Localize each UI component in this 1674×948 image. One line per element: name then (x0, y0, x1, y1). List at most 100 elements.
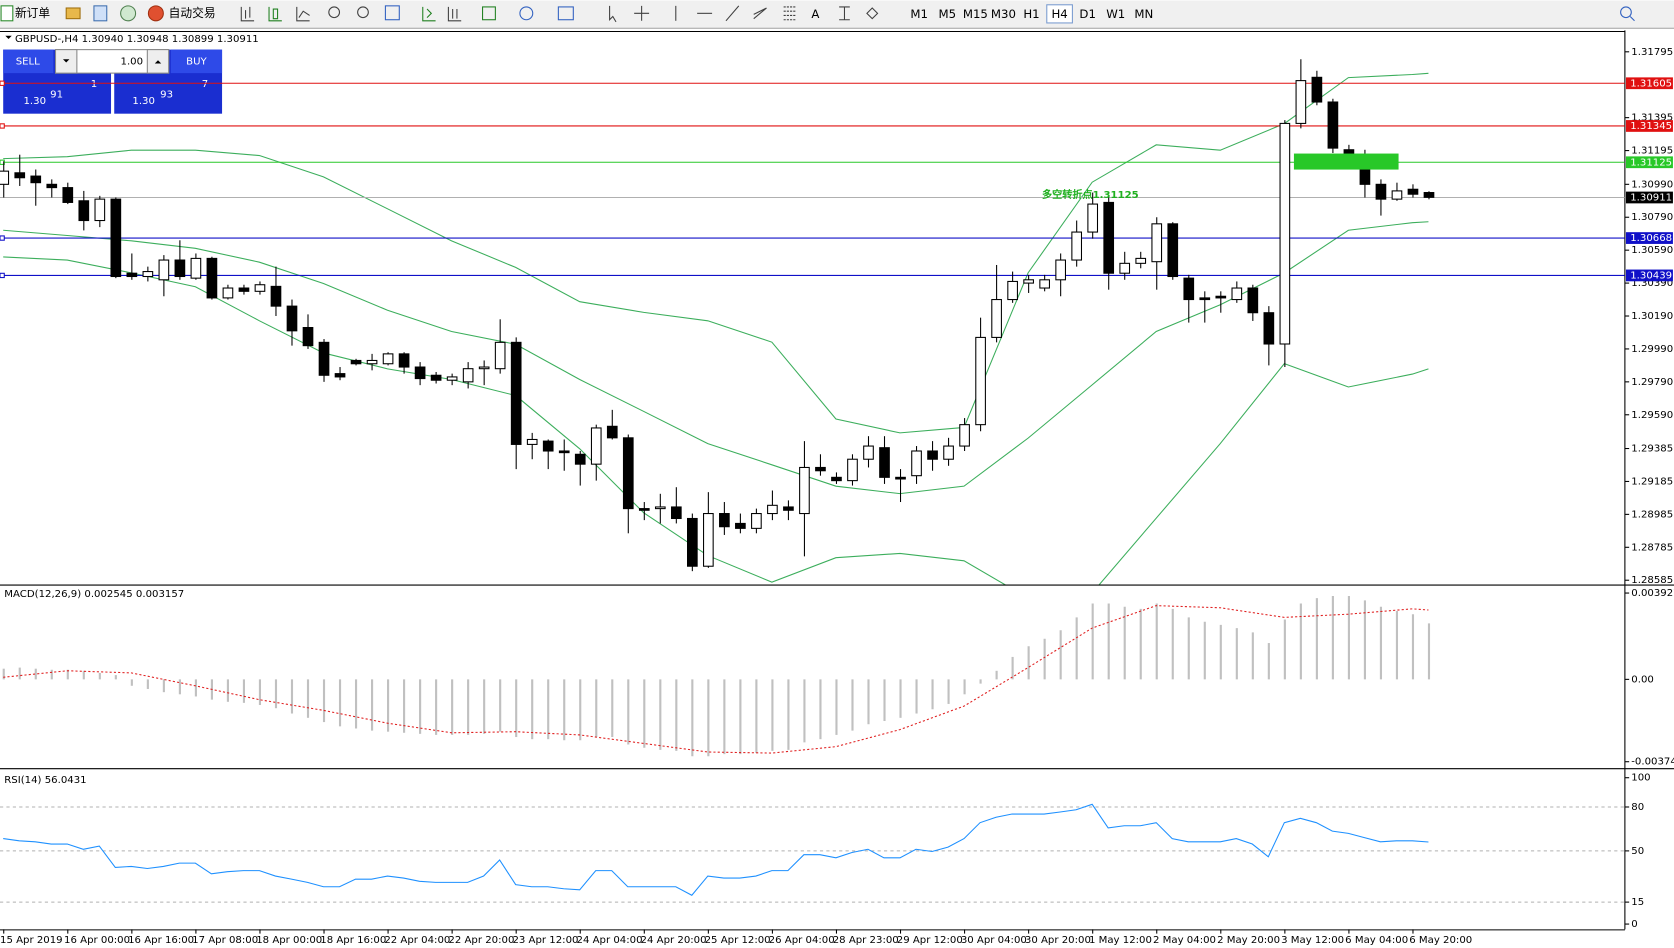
icon[interactable] (447, 6, 462, 22)
new-order-button[interactable]: 新订单 (0, 5, 50, 22)
y-tick-label: 100 (1631, 773, 1650, 784)
y-tick-label: 1.30990 (1631, 179, 1673, 190)
icon[interactable] (422, 6, 436, 22)
text-tool[interactable]: A (811, 7, 819, 21)
icon[interactable] (384, 5, 400, 21)
icon[interactable] (1629, 16, 1635, 22)
icon[interactable] (557, 6, 574, 21)
icon[interactable] (328, 6, 341, 19)
auto-trade-label: 自动交易 (169, 6, 216, 20)
timeframe-button[interactable]: M5 (938, 7, 956, 21)
x-tick-label: 15 Apr 2019 (0, 935, 63, 946)
icon[interactable] (866, 7, 879, 20)
candle-body (1023, 279, 1034, 284)
candle-body (590, 427, 602, 465)
icon[interactable] (240, 6, 255, 22)
rsi-line (3, 803, 1429, 896)
candle-body (30, 175, 42, 184)
buy-button[interactable] (170, 49, 223, 74)
sell-button[interactable] (3, 49, 54, 74)
timeframe-button[interactable]: M1 (910, 7, 928, 21)
level-handle (0, 123, 5, 129)
candle-body (14, 172, 26, 179)
level-handle (0, 235, 5, 241)
timeframe-button[interactable]: M15 (963, 7, 988, 21)
icon[interactable] (120, 5, 137, 22)
icon[interactable] (268, 6, 282, 22)
candle-body (510, 341, 522, 445)
y-tick-label: 1.31795 (1631, 47, 1673, 58)
level-handle (0, 80, 5, 86)
x-tick-label: 17 Apr 08:00 (192, 935, 258, 946)
x-tick-label: 25 Apr 12:00 (705, 935, 771, 946)
candle-body (238, 287, 250, 292)
y-tick-label: 1.31395 (1631, 113, 1673, 124)
new-order-label: 新订单 (15, 6, 50, 20)
level-label: 1.30668 (1630, 233, 1672, 244)
candle-body (574, 453, 586, 465)
y-tick-label: 1.30390 (1631, 278, 1673, 289)
candle-body (815, 466, 826, 472)
icon[interactable] (839, 6, 850, 21)
candle-body (895, 476, 906, 480)
icon[interactable] (357, 6, 369, 19)
timeframe-button[interactable]: H4 (1051, 7, 1067, 21)
sell-sup: 1 (91, 79, 97, 90)
bollinger-middle (3, 221, 1429, 495)
candle-body (1119, 262, 1131, 274)
candle-body (366, 359, 378, 365)
icon[interactable] (609, 5, 617, 23)
icon[interactable] (783, 6, 797, 21)
y-tick-label: 0 (1631, 919, 1637, 930)
candle-body (670, 506, 682, 520)
icon[interactable] (296, 6, 310, 22)
candle-body (1151, 223, 1163, 263)
candle-body (751, 513, 762, 529)
y-tick-label: -0.003747 (1631, 757, 1674, 768)
candle-body (1423, 192, 1435, 198)
level-label-box (1625, 77, 1673, 90)
candle-body (991, 299, 1002, 338)
icon[interactable] (725, 5, 740, 22)
candle-body (558, 450, 570, 454)
sell-label: SELL (16, 56, 40, 67)
icon[interactable] (519, 6, 534, 21)
timeframe-button[interactable]: W1 (1106, 7, 1125, 21)
turning-point-box (1293, 153, 1399, 170)
y-tick-label: 1.30190 (1631, 311, 1673, 322)
candle-body (1135, 257, 1147, 264)
rsi-pane (0, 803, 1625, 903)
candle-body (286, 305, 298, 332)
candle-body (847, 458, 858, 482)
candle-body (142, 271, 154, 278)
price-pane: 多空转折点1.31125 (0, 59, 1625, 585)
candle-body (1167, 223, 1179, 278)
timeframe-button[interactable]: H1 (1023, 7, 1039, 21)
x-tick-label: 6 May 04:00 (1345, 935, 1408, 946)
candle-body (1199, 297, 1211, 301)
timeframe-button[interactable]: D1 (1079, 7, 1096, 21)
x-tick-label: 2 May 04:00 (1153, 935, 1216, 946)
buy-big: 93 (160, 89, 173, 100)
candle-body (1103, 201, 1115, 274)
icon[interactable] (1620, 6, 1632, 19)
candle-body (1007, 280, 1018, 301)
level-label-box (1625, 191, 1673, 204)
candle-body (1247, 287, 1259, 314)
level-handle (0, 272, 5, 279)
level-label: 1.31125 (1630, 157, 1672, 168)
timeframe-button[interactable]: MN (1134, 7, 1153, 21)
icon[interactable] (65, 7, 81, 20)
icon[interactable] (753, 7, 767, 20)
icon[interactable] (482, 6, 496, 21)
icon[interactable] (634, 5, 650, 21)
timeframe-button[interactable]: M30 (991, 7, 1016, 21)
candle-body (975, 336, 986, 426)
candle-body (0, 170, 10, 185)
auto-trade-button[interactable]: 自动交易 (147, 5, 216, 22)
candle-body (494, 341, 506, 370)
candle-body (1295, 80, 1307, 124)
y-tick-label: 1.30790 (1631, 212, 1673, 223)
candle-body (46, 183, 58, 189)
icon[interactable] (93, 5, 108, 22)
